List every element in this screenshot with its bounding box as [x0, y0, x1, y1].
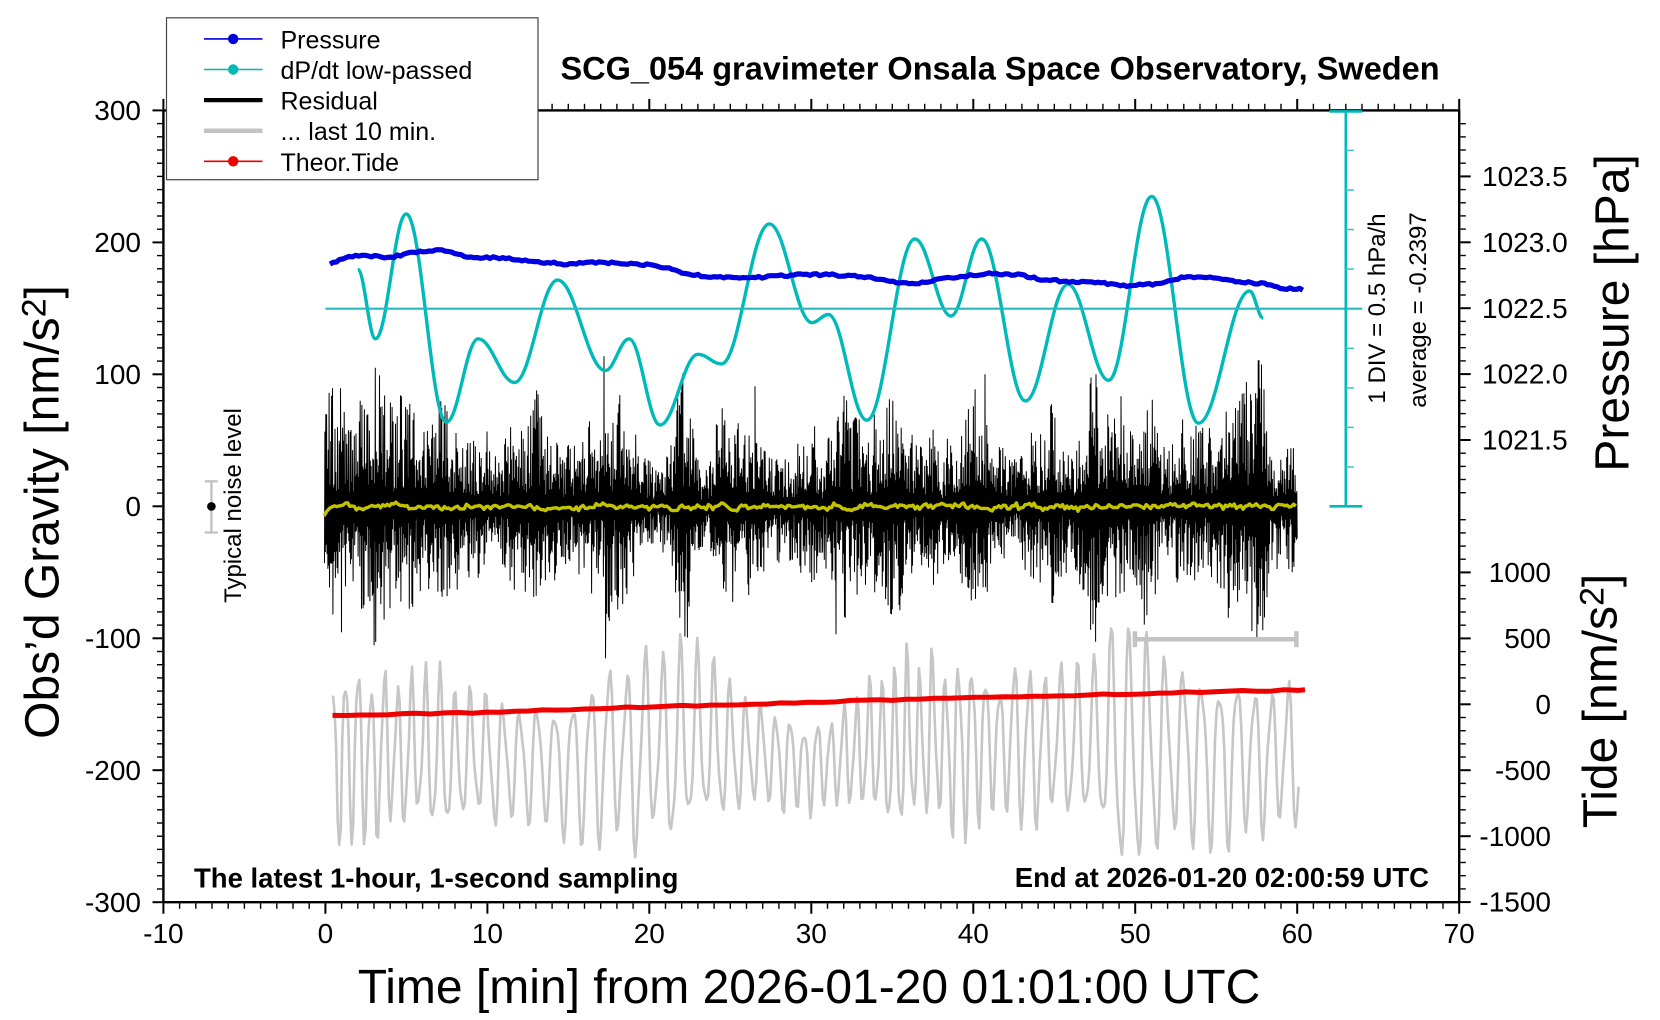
- svg-text:-1000: -1000: [1479, 821, 1551, 852]
- svg-text:Typical noise level: Typical noise level: [220, 408, 247, 603]
- svg-text:-1500: -1500: [1479, 887, 1551, 918]
- svg-text:70: 70: [1444, 918, 1475, 949]
- svg-text:The latest 1-hour, 1-second sa: The latest 1-hour, 1-second sampling: [194, 862, 678, 893]
- svg-text:dP/dt low-passed: dP/dt low-passed: [281, 57, 473, 85]
- svg-text:20: 20: [634, 918, 665, 949]
- svg-text:-500: -500: [1495, 755, 1551, 786]
- svg-text:Tide [nm/s2]: Tide [nm/s2]: [1573, 574, 1627, 829]
- svg-text:1000: 1000: [1489, 557, 1551, 588]
- svg-text:40: 40: [958, 918, 989, 949]
- svg-text:Pressure: Pressure: [281, 26, 381, 54]
- svg-text:1023.5: 1023.5: [1482, 161, 1568, 192]
- svg-text:... last 10 min.: ... last 10 min.: [281, 118, 437, 146]
- svg-text:500: 500: [1504, 623, 1551, 654]
- svg-text:1022.5: 1022.5: [1482, 293, 1568, 324]
- svg-text:100: 100: [94, 359, 141, 390]
- svg-text:Theor.Tide: Theor.Tide: [281, 149, 400, 177]
- svg-text:0: 0: [318, 918, 334, 949]
- svg-text:1022.0: 1022.0: [1482, 359, 1568, 390]
- svg-text:-10: -10: [143, 918, 183, 949]
- svg-text:Time [min] from 2026-01-20 01:: Time [min] from 2026-01-20 01:01:00 UTC: [358, 961, 1261, 1014]
- svg-text:average = -0.2397: average = -0.2397: [1405, 212, 1432, 407]
- svg-text:-300: -300: [85, 887, 141, 918]
- svg-text:30: 30: [796, 918, 827, 949]
- svg-text:10: 10: [472, 918, 503, 949]
- svg-text:0: 0: [125, 491, 141, 522]
- svg-text:1 DIV = 0.5 hPa/h: 1 DIV = 0.5 hPa/h: [1364, 213, 1391, 403]
- svg-text:-200: -200: [85, 755, 141, 786]
- svg-text:End at 2026-01-20 02:00:59 UTC: End at 2026-01-20 02:00:59 UTC: [1015, 862, 1429, 893]
- svg-text:300: 300: [94, 95, 141, 126]
- svg-text:Pressure [hPa]: Pressure [hPa]: [1587, 154, 1640, 471]
- svg-text:-100: -100: [85, 623, 141, 654]
- svg-text:Obs’d Gravity [nm/s2]: Obs’d Gravity [nm/s2]: [16, 285, 70, 739]
- svg-text:200: 200: [94, 227, 141, 258]
- svg-text:SCG_054 gravimeter Onsala Spac: SCG_054 gravimeter Onsala Space Observat…: [560, 51, 1439, 87]
- svg-text:1021.5: 1021.5: [1482, 425, 1568, 456]
- svg-text:Residual: Residual: [281, 88, 378, 116]
- svg-text:1023.0: 1023.0: [1482, 227, 1568, 258]
- svg-text:50: 50: [1120, 918, 1151, 949]
- svg-text:60: 60: [1282, 918, 1313, 949]
- svg-text:0: 0: [1535, 689, 1551, 720]
